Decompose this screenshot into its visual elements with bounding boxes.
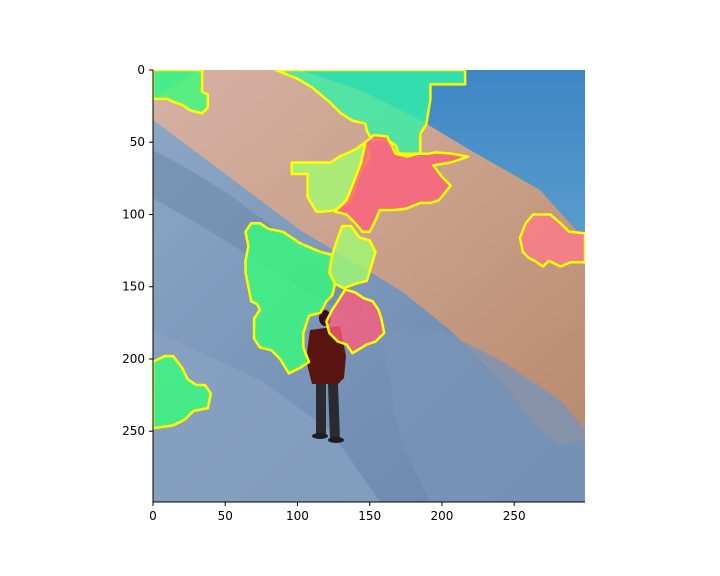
x-tick-label: 200 <box>431 509 454 523</box>
segment-green-lower-left <box>153 354 213 430</box>
segment-green-center <box>244 221 337 375</box>
segment-red-lower <box>325 288 386 355</box>
y-tick-label: 250 <box>122 424 145 438</box>
x-tick-label: 0 <box>149 509 157 523</box>
y-ticks: 0 50 100 150 200 250 <box>122 63 153 438</box>
y-tick-label: 200 <box>122 352 145 366</box>
y-tick-label: 0 <box>137 63 145 77</box>
x-tick-label: 50 <box>218 509 233 523</box>
lower-shadow <box>380 330 585 502</box>
sky <box>300 70 585 240</box>
y-tick-label: 100 <box>122 207 145 221</box>
x-tick-label: 100 <box>286 509 309 523</box>
x-tick-label: 150 <box>358 509 381 523</box>
segment-red-mid <box>333 133 470 234</box>
foreground-snow <box>153 330 380 502</box>
y-tick-label: 50 <box>130 135 145 149</box>
segment-pink-right <box>518 213 585 268</box>
segment-green-topleft <box>153 70 210 115</box>
x-tick-label: 250 <box>503 509 526 523</box>
y-tick-label: 150 <box>122 280 145 294</box>
segment-overlay <box>153 70 585 430</box>
x-ticks: 0 50 100 150 200 250 <box>149 502 526 523</box>
